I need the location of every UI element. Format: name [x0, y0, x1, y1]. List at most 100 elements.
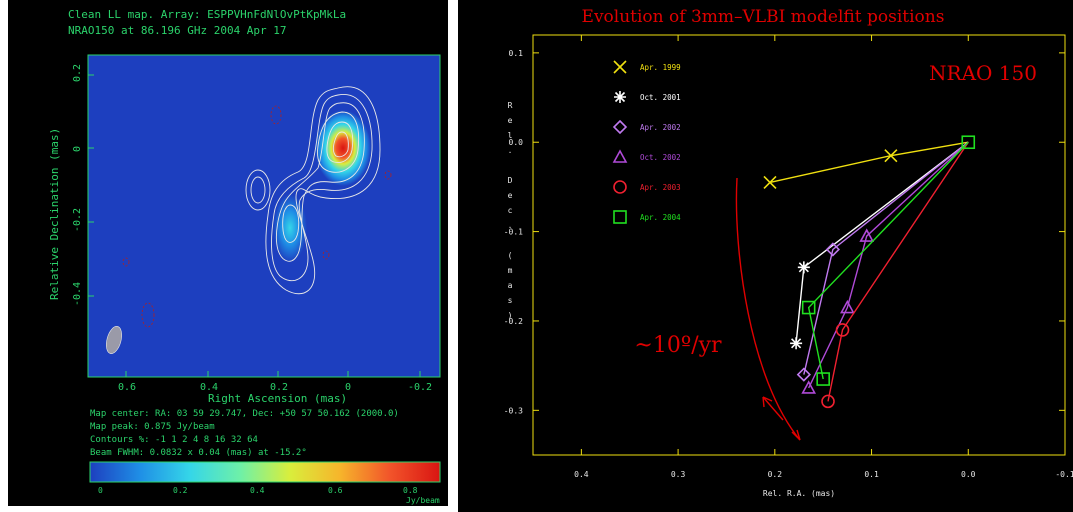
series-4-point-1 — [835, 323, 850, 337]
y-axis-label-char-5: D — [508, 176, 513, 185]
map-xtick-0.4: 0.4 — [200, 382, 218, 393]
colorbar-unit: Jy/beam — [406, 496, 440, 505]
series-line-4 — [827, 141, 969, 402]
map-ytick--0.4: -0.4 — [72, 282, 83, 306]
colorbar-tick-3: 0.6 — [328, 486, 343, 495]
series-line-1 — [795, 141, 969, 344]
series-0-point-2 — [763, 175, 777, 190]
y-axis-label-char-3: . — [508, 146, 513, 155]
legend-label-4: Apr. 2003 — [640, 183, 681, 192]
map-frame — [87, 54, 441, 378]
series-line-3 — [808, 141, 969, 389]
y-axis-label-char-12: a — [508, 281, 513, 290]
y-axis-label-char-11: m — [508, 266, 513, 275]
map-info-center: Map center: RA: 03 59 29.747, Dec: +50 5… — [90, 409, 399, 419]
axis-ticks: 0.4 0.3 0.2 0.1 0.0 -0.1 0.1 0.0 -0.1 -0.2 -0.3 — [504, 35, 1073, 479]
plot-frame — [532, 34, 1066, 456]
y-axis-label-char-2: l — [508, 131, 513, 140]
y-axis-label-char-13: s — [508, 296, 513, 305]
colorbar-tick-1: 0.2 — [173, 486, 188, 495]
y-axis-label-char-0: R — [508, 101, 513, 110]
y-axis-label-char-7: c — [508, 206, 513, 215]
modelfit-chart-svg: Evolution of 3mm–VLBI modelfit positions… — [504, 7, 1073, 498]
rotation-arrowhead-up — [762, 396, 773, 408]
y-tick-label-2: -0.1 — [504, 228, 523, 237]
map-title-line1: Clean LL map. Array: ESPPVHnFdNlOvPtKpMk… — [68, 8, 346, 21]
map-axis-ticks — [88, 74, 421, 377]
y-tick-label-4: -0.3 — [504, 406, 523, 415]
series-3-point-2 — [840, 299, 855, 314]
map-tick-labels: 0.2 0 -0.2 -0.4 0.6 0.4 0.2 0 -0.2 — [72, 64, 432, 393]
source-label: NRAO 150 — [929, 61, 1037, 85]
y-tick-label-1: 0.0 — [509, 138, 524, 147]
map-ylabel: Relative Declination (mas) — [48, 128, 61, 300]
rotation-small-arrow — [762, 396, 784, 421]
series-2 — [796, 141, 969, 382]
legend-marker-0 — [613, 60, 627, 74]
legend-label-3: Oct. 2002 — [640, 153, 681, 162]
legend-marker-2 — [612, 119, 628, 135]
chart-title: Evolution of 3mm–VLBI modelfit positions — [582, 7, 945, 27]
legend-marker-1 — [614, 91, 626, 103]
rate-annotation: ~10º/yr — [634, 333, 722, 358]
map-xtick-0.2: 0.2 — [270, 382, 288, 393]
x-tick-label-0: 0.4 — [574, 470, 589, 479]
colorbar-tick-2: 0.4 — [250, 486, 265, 495]
series-0 — [763, 141, 969, 190]
contours — [245, 86, 381, 295]
y-axis-label-char-8: . — [508, 221, 513, 230]
rotation-arc — [735, 177, 801, 441]
series-5-point-2 — [816, 372, 830, 386]
series-line-5 — [807, 141, 969, 380]
x-tick-label-1: 0.3 — [671, 470, 686, 479]
modelfit-chart-panel: Evolution of 3mm–VLBI modelfit positions… — [458, 0, 1073, 512]
series-line-2 — [803, 141, 969, 375]
series-2-point-1 — [825, 242, 840, 257]
map-ytick-0: 0 — [72, 146, 83, 152]
map-xtick--0.2: -0.2 — [408, 382, 432, 393]
y-axis-label: Rel. Dec. (mas) — [508, 101, 513, 320]
y-axis-label-char-10: ( — [508, 251, 513, 260]
series-2-point-2 — [796, 367, 811, 382]
series-4 — [821, 141, 969, 409]
rotation-arrowhead-down — [791, 429, 801, 441]
legend-marker-3 — [612, 149, 628, 163]
x-tick-label-3: 0.1 — [864, 470, 879, 479]
map-xtick-0: 0 — [345, 382, 351, 393]
legend-label-0: Apr. 1999 — [640, 63, 681, 72]
series-1-point-1 — [797, 261, 810, 274]
legend: Apr. 1999 Oct. 2001 Apr. 2002 Oct. 2002 Apr.… — [612, 60, 681, 224]
series-3-point-1 — [859, 228, 875, 242]
series-0-point-1 — [884, 149, 898, 163]
legend-marker-4 — [613, 180, 627, 194]
series-3 — [801, 141, 969, 394]
y-axis-label-char-14: ) — [508, 311, 513, 320]
colorbar — [89, 461, 441, 483]
x-tick-label-5: -0.1 — [1055, 470, 1073, 479]
colorbar-tick-4: 0.8 — [403, 486, 418, 495]
series-4-point-2 — [821, 394, 835, 409]
series-1-point-2 — [790, 337, 803, 350]
y-tick-label-3: -0.2 — [504, 317, 523, 326]
map-xlabel: Right Ascension (mas) — [208, 392, 347, 405]
negative-contours — [122, 105, 392, 328]
clean-map-panel: Clean LL map. Array: ESPPVHnFdNlOvPtKpMk… — [8, 0, 448, 506]
series-group — [763, 135, 976, 409]
series-5-point-0 — [961, 135, 976, 150]
series-3-point-3 — [801, 380, 817, 394]
legend-marker-5 — [613, 210, 627, 224]
map-ytick--0.2: -0.2 — [72, 208, 83, 232]
map-ytick-0.2: 0.2 — [72, 64, 83, 82]
x-tick-label-2: 0.2 — [768, 470, 783, 479]
series-5-point-1 — [801, 300, 816, 315]
map-xtick-0.6: 0.6 — [118, 382, 136, 393]
series-line-0 — [769, 141, 969, 184]
x-axis-label: Rel. R.A. (mas) — [763, 489, 835, 498]
y-axis-label-char-1: e — [508, 116, 513, 125]
beam-ellipse — [106, 326, 122, 354]
series-1 — [790, 141, 969, 350]
clean-map-svg: Clean LL map. Array: ESPPVHnFdNlOvPtKpMk… — [48, 8, 441, 505]
map-info-contours: Contours %: -1 1 2 4 8 16 32 64 — [90, 435, 258, 445]
map-info-beam: Beam FWHM: 0.0832 x 0.04 (mas) at -15.2° — [90, 448, 307, 458]
